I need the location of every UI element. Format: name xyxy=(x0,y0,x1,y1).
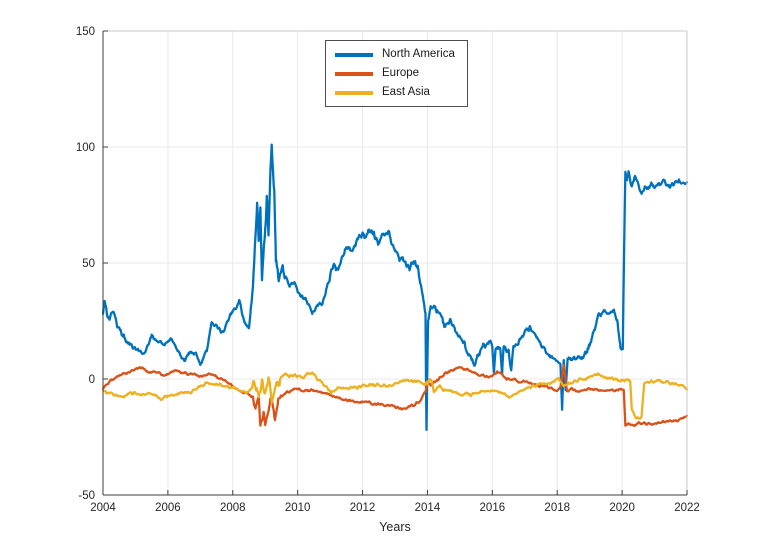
legend-line-swatch xyxy=(335,52,373,57)
x-tick-label-2012: 2012 xyxy=(350,502,376,514)
x-tick-label-2004: 2004 xyxy=(90,502,116,514)
legend-item-label: North America xyxy=(382,48,455,60)
x-tick-label-2010: 2010 xyxy=(285,502,311,514)
y-tick-label--50: -50 xyxy=(78,490,95,502)
y-tick-label-0: 0 xyxy=(89,374,95,386)
grid-layer xyxy=(103,31,687,495)
legend-item-north-america: North America xyxy=(335,46,455,63)
series-line-north-america xyxy=(102,143,688,431)
legend-item-europe: Europe xyxy=(335,65,455,82)
x-tick-label-2006: 2006 xyxy=(155,502,181,514)
x-tick-label-2008: 2008 xyxy=(220,502,246,514)
y-tick-label-100: 100 xyxy=(76,142,95,154)
x-tick-label-2020: 2020 xyxy=(609,502,635,514)
legend-item-label: East Asia xyxy=(382,86,430,98)
y-tick-label-150: 150 xyxy=(76,26,95,38)
x-tick-label-2014: 2014 xyxy=(415,502,441,514)
axis-layer: 2004 2006 2008 2010 2012 2014 2016 2018 2020 2022… xyxy=(76,26,700,514)
legend-item-east-asia: East Asia xyxy=(335,84,455,101)
x-tick-label-2016: 2016 xyxy=(480,502,506,514)
x-tick-label-2018: 2018 xyxy=(544,502,570,514)
legend: North America Europe East Asia xyxy=(325,40,468,107)
series-line-europe xyxy=(102,364,688,427)
legend-item-label: Europe xyxy=(382,67,420,79)
legend-line-swatch xyxy=(335,90,373,95)
series-layer xyxy=(102,143,688,431)
x-tick-label-2022: 2022 xyxy=(674,502,700,514)
x-axis-title: Years xyxy=(379,520,411,534)
series-line-east-asia xyxy=(102,371,688,420)
y-tick-label-50: 50 xyxy=(82,258,95,270)
legend-line-swatch xyxy=(335,71,373,76)
